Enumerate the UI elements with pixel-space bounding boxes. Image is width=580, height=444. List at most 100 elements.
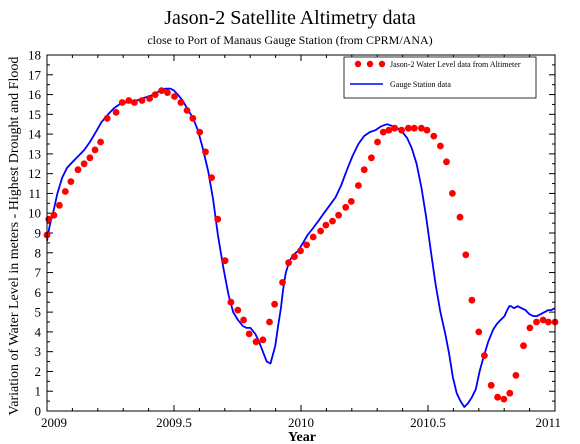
altimeter-point: [360, 166, 368, 174]
y-tick-label: 17: [28, 67, 42, 82]
altimeter-point: [67, 178, 75, 186]
y-tick-label: 8: [35, 245, 42, 260]
altimeter-point: [56, 201, 63, 209]
plot-data: [43, 87, 559, 408]
altimeter-point: [227, 298, 235, 306]
y-tick-label: 7: [35, 265, 42, 280]
altimeter-point: [183, 107, 191, 114]
altimeter-point: [297, 247, 304, 255]
legend: Jason-2 Water Level data from Altimeter …: [343, 56, 537, 99]
y-tick-label: 6: [35, 285, 42, 300]
y-tick-label: 15: [28, 107, 41, 122]
altimeter-point: [245, 330, 253, 338]
altimeter-point: [329, 217, 336, 225]
altimeter-point: [355, 182, 362, 189]
chart-title: Jason-2 Satellite Altimetry data: [164, 7, 416, 29]
altimeter-point: [385, 126, 393, 134]
y-tick-label: 3: [35, 344, 42, 359]
legend-marker-altimeter: [354, 60, 362, 68]
altimeter-point: [475, 328, 483, 336]
altimeter-point: [309, 233, 317, 241]
legend-label-gauge: Gauge Station data: [390, 80, 451, 89]
altimeter-point: [151, 91, 159, 98]
altimeter-point: [539, 316, 547, 324]
altimeter-point: [437, 142, 444, 150]
altimeter-point: [423, 126, 431, 134]
y-tick-label: 10: [28, 206, 41, 221]
altimeter-point: [335, 211, 342, 219]
altimeter-point: [86, 154, 94, 162]
altimeter-point: [146, 95, 154, 102]
altimeter-point: [418, 124, 425, 132]
x-tick-label: 2009.5: [156, 415, 192, 430]
x-tick-label: 2010: [288, 415, 314, 430]
altimeter-point: [410, 124, 418, 132]
altimeter-point: [61, 188, 69, 195]
altimeter-point: [97, 138, 104, 146]
altimeter-point: [208, 174, 216, 182]
legend-marker-altimeter: [366, 60, 374, 68]
x-tick-label: 2010.5: [410, 415, 446, 430]
y-tick-label: 5: [35, 305, 42, 320]
altimeter-point: [456, 213, 464, 221]
altimeter-point: [322, 221, 330, 229]
y-tick-label: 16: [28, 87, 42, 102]
altimeter-point: [80, 160, 88, 168]
altimeter-point: [506, 389, 514, 397]
altimeter-point: [158, 87, 166, 94]
altimeter-point: [520, 342, 527, 350]
legend-box: [343, 56, 537, 99]
altimeter-point: [317, 227, 324, 235]
altimeter-point: [164, 89, 171, 96]
y-tick-label: 11: [28, 186, 41, 201]
altimeter-point: [291, 253, 298, 261]
altimeter-point: [91, 146, 99, 154]
chart-subtitle: close to Port of Manaus Gauge Station (f…: [147, 33, 432, 47]
altimeter-point: [138, 97, 146, 104]
y-axis-label: Variation of Water Level in meters - Hig…: [7, 57, 22, 416]
altimeter-point: [285, 259, 292, 267]
plot-frame: [46, 54, 556, 412]
altimeter-point: [512, 372, 520, 379]
altimeter-point: [462, 251, 470, 259]
altimeter-point: [50, 211, 58, 219]
altimeter-point: [196, 128, 204, 136]
altimeter-point: [347, 198, 355, 205]
altimeter-point: [112, 109, 120, 116]
y-tick-label: 12: [28, 166, 41, 181]
altimeter-point: [379, 128, 387, 136]
altimeter-point: [125, 97, 133, 104]
altimeter-point: [266, 318, 273, 326]
y-tick-label: 18: [28, 48, 41, 63]
legend-label-altimeter: Jason-2 Water Level data from Altimeter: [390, 60, 521, 69]
y-tick-label: 9: [35, 226, 42, 241]
y-tick-label: 14: [28, 127, 42, 142]
altimeter-point: [131, 99, 138, 106]
altimeter-point: [221, 257, 229, 265]
altimeter-point: [103, 114, 111, 122]
altimeter-point: [374, 138, 381, 146]
x-axis-label: Year: [288, 430, 316, 444]
altimeter-point: [177, 99, 185, 106]
altimeter-point: [271, 300, 278, 308]
altimeter-point: [234, 306, 242, 314]
altimeter-point: [468, 296, 476, 304]
altimeter-point: [342, 203, 350, 211]
altimeter-point: [259, 336, 267, 344]
altimeter-point: [202, 148, 209, 156]
altimeter-point: [214, 215, 222, 223]
altimeter-point: [487, 381, 495, 389]
legend-marker-altimeter: [378, 60, 386, 68]
altimeter-point: [240, 316, 248, 324]
altimeter-point: [533, 318, 540, 326]
altimeter-point: [494, 393, 501, 401]
altimeter-point: [189, 114, 197, 122]
altimeter-point: [171, 93, 178, 100]
altimeter-point: [398, 126, 405, 134]
altimeter-point: [391, 124, 399, 132]
altimeter-point: [430, 132, 438, 140]
y-tick-label: 1: [35, 384, 42, 399]
altimeter-point: [481, 352, 488, 359]
gauge-station-line: [46, 87, 556, 408]
